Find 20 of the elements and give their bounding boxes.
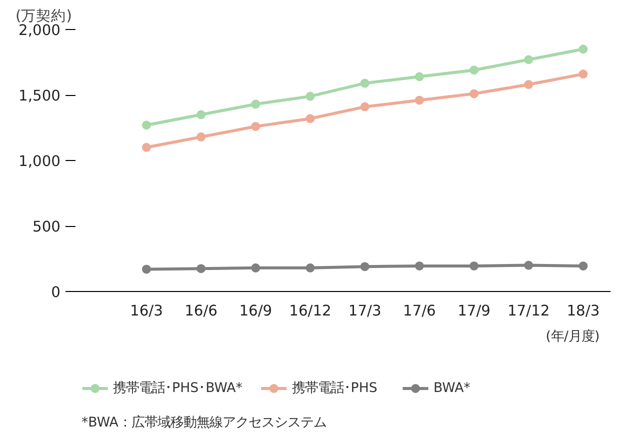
y-tick-label: 500 <box>32 218 61 236</box>
x-tick-label: 17/12 <box>507 302 550 320</box>
y-axis-title: (万契約) <box>16 8 72 24</box>
legend-label: 携帯電話･PHS <box>292 381 378 396</box>
x-tick-label: 18/3 <box>566 302 600 320</box>
x-tick-label: 16/12 <box>289 302 332 320</box>
x-tick-label: 17/6 <box>402 302 436 320</box>
legend-label: 携帯電話･PHS･BWA* <box>113 381 243 396</box>
x-axis-title: (年/月度) <box>546 328 600 344</box>
x-tick-label: 16/3 <box>130 302 163 320</box>
legend-label: BWA* <box>433 381 471 396</box>
y-tick-label: 1,000 <box>18 153 61 170</box>
x-tick-label: 16/9 <box>239 302 272 320</box>
y-tick-label: 0 <box>51 284 61 301</box>
y-tick-label: 2,000 <box>18 22 61 39</box>
y-tick-label: 1,500 <box>18 88 61 104</box>
text: *BWA：広帯域移動無線アクセスシステム <box>82 414 326 430</box>
x-tick-label: 17/3 <box>348 302 382 320</box>
x-tick-label: 16/6 <box>184 302 218 320</box>
x-tick-label: 17/9 <box>458 302 490 320</box>
